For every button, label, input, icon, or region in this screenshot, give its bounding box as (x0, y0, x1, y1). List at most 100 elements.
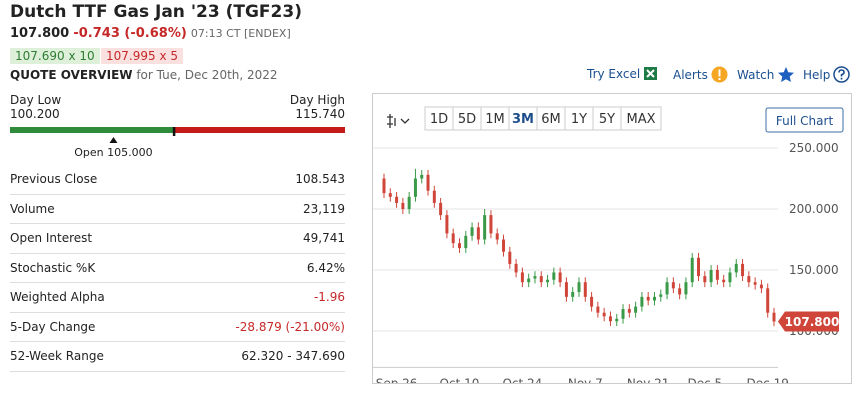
candle-body (759, 284, 763, 289)
candle-body (665, 282, 669, 295)
candle-body (432, 190, 436, 203)
alert-icon (711, 66, 728, 83)
range-button-label: 1Y (571, 112, 587, 127)
stat-value: 62.320 - 347.690 (241, 349, 345, 363)
x-tick-label: Dec 19 (747, 376, 789, 383)
stat-row: Open Interest 49,741 (10, 224, 345, 254)
open-marker (109, 137, 118, 143)
link-text: Try Excel (587, 66, 641, 81)
stat-row: Stochastic %K 6.42% (10, 254, 345, 283)
open-label: Open 105.000 (74, 146, 152, 159)
candle-body (709, 270, 713, 283)
candle-body (439, 202, 443, 216)
help[interactable]: Help (803, 66, 851, 83)
day-range: Day Low 100.200 Day High 115.740 Open 105.… (10, 93, 345, 163)
candle-body (652, 296, 656, 301)
range-button-label: 5Y (599, 112, 615, 127)
candle-body (728, 272, 732, 283)
candle-body (627, 309, 631, 313)
candle-body (766, 288, 770, 313)
x-tick-label: Sep 26 (376, 376, 418, 383)
bid: 107.690 x 10 (10, 48, 100, 64)
y-tick-label: 200.000 (789, 202, 839, 216)
candle-body (659, 294, 663, 297)
range-bar (10, 127, 345, 143)
candle-body (539, 276, 543, 283)
ask: 107.995 x 5 (101, 48, 183, 64)
candle-body (382, 178, 386, 194)
range-button-label: 1D (430, 112, 448, 127)
link-text: Help (803, 67, 831, 82)
full-chart-label: Full Chart (776, 114, 834, 128)
link-text: Alerts (673, 67, 708, 82)
x-tick-label: Nov 7 (568, 376, 603, 383)
x-tick-label: Oct 24 (502, 376, 542, 383)
candle-body (451, 233, 455, 244)
excel-icon (644, 67, 658, 80)
candle-body (426, 174, 430, 191)
candle-body (646, 296, 650, 301)
value: 100.200 (10, 107, 60, 121)
overview-date: for Tue, Dec 20th, 2022 (136, 68, 278, 82)
candle-body (564, 282, 568, 297)
candle-body (684, 282, 688, 295)
range-button[interactable] (620, 106, 662, 131)
candle-body (602, 312, 606, 317)
candle-body (583, 282, 587, 297)
stat-value: 108.543 (295, 172, 345, 186)
candle-body (678, 288, 682, 295)
full-chart-button[interactable] (765, 107, 844, 133)
range-low-part (10, 127, 174, 133)
alerts[interactable]: Alerts (673, 66, 728, 83)
candle-body (502, 239, 506, 252)
stat-row: Volume 23,119 (10, 195, 345, 224)
candle-body (590, 296, 594, 307)
quote-line: 107.800 -0.743 (-0.68%) 07:13 CT [ENDEX] (10, 26, 291, 41)
dropdown-arrow (400, 118, 410, 124)
candle-body (464, 235, 468, 249)
star-icon (778, 67, 795, 82)
chart-type-icon (387, 114, 396, 128)
range-button-label: 5D (458, 112, 476, 127)
candle-body (520, 272, 524, 283)
candle-body (734, 263, 738, 273)
candle-body (476, 227, 480, 240)
label: Day Low (10, 93, 62, 107)
candle-body (395, 196, 399, 203)
day-high: Day High 115.740 (290, 93, 345, 121)
candle-body (483, 215, 487, 240)
overview: QUOTE OVERVIEW for Tue, Dec 20th, 2022 (10, 68, 278, 82)
candle-body (401, 202, 405, 210)
stat-value: -1.96 (313, 290, 345, 304)
candle-body (413, 178, 417, 197)
candle-body (741, 263, 745, 277)
candle-body (508, 251, 512, 264)
last-price: 107.800 (10, 26, 70, 41)
candle-body (608, 316, 612, 322)
candle-body (388, 193, 392, 197)
last-price-label: 107.800 (785, 315, 840, 329)
stat-label: 52-Week Range (10, 349, 104, 363)
label: Open (74, 146, 104, 159)
candle-body (420, 174, 424, 179)
value: 105.000 (107, 146, 153, 159)
candle-body (407, 196, 411, 210)
link-text: Watch (737, 67, 775, 82)
range-high-part (173, 127, 345, 133)
stat-label: 5-Day Change (10, 319, 96, 334)
try-excel[interactable]: Try Excel (587, 66, 658, 81)
label: Day High (289, 93, 345, 107)
candle-body (772, 312, 776, 322)
stat-label: Stochastic %K (10, 260, 96, 275)
candle-body (697, 257, 701, 277)
candle-body (514, 263, 518, 273)
value: 115.740 (295, 107, 345, 121)
candle-body (615, 318, 619, 322)
watch[interactable]: Watch (737, 66, 795, 83)
time: 07:13 CT [ENDEX] (190, 27, 291, 40)
candle-body (470, 227, 474, 236)
candle-body (621, 309, 625, 319)
